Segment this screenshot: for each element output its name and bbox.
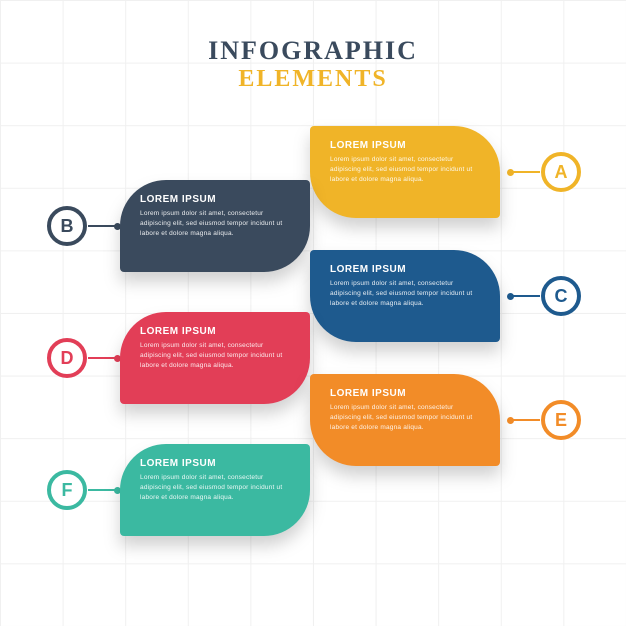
card-title: LOREM IPSUM bbox=[330, 140, 484, 151]
card-title: LOREM IPSUM bbox=[330, 388, 484, 399]
badge-f: F bbox=[47, 470, 87, 510]
connector-f bbox=[88, 489, 118, 491]
connector-b bbox=[88, 225, 118, 227]
card-c: LOREM IPSUM Lorem ipsum dolor sit amet, c… bbox=[310, 250, 500, 342]
card-body: Lorem ipsum dolor sit amet, consectetur … bbox=[140, 473, 294, 502]
connector-c bbox=[510, 295, 540, 297]
card-f: LOREM IPSUM Lorem ipsum dolor sit amet, c… bbox=[120, 444, 310, 536]
header: INFOGRAPHIC ELEMENTS bbox=[0, 0, 626, 93]
card-d: LOREM IPSUM Lorem ipsum dolor sit amet, c… bbox=[120, 312, 310, 404]
connector-dot-c bbox=[507, 293, 514, 300]
badge-d: D bbox=[47, 338, 87, 378]
card-b: LOREM IPSUM Lorem ipsum dolor sit amet, c… bbox=[120, 180, 310, 272]
card-body: Lorem ipsum dolor sit amet, consectetur … bbox=[330, 403, 484, 432]
header-line1: INFOGRAPHIC bbox=[0, 36, 626, 66]
card-body: Lorem ipsum dolor sit amet, consectetur … bbox=[140, 209, 294, 238]
connector-d bbox=[88, 357, 118, 359]
badge-e: E bbox=[541, 400, 581, 440]
connector-e bbox=[510, 419, 540, 421]
badge-letter: D bbox=[61, 348, 74, 369]
connector-a bbox=[510, 171, 540, 173]
badge-b: B bbox=[47, 206, 87, 246]
connector-dot-e bbox=[507, 417, 514, 424]
card-a: LOREM IPSUM Lorem ipsum dolor sit amet, c… bbox=[310, 126, 500, 218]
card-title: LOREM IPSUM bbox=[140, 326, 294, 337]
badge-letter: B bbox=[61, 216, 74, 237]
card-title: LOREM IPSUM bbox=[140, 194, 294, 205]
card-e: LOREM IPSUM Lorem ipsum dolor sit amet, c… bbox=[310, 374, 500, 466]
connector-dot-a bbox=[507, 169, 514, 176]
badge-c: C bbox=[541, 276, 581, 316]
badge-a: A bbox=[541, 152, 581, 192]
card-title: LOREM IPSUM bbox=[140, 458, 294, 469]
badge-letter: F bbox=[62, 480, 73, 501]
badge-letter: A bbox=[555, 162, 568, 183]
card-title: LOREM IPSUM bbox=[330, 264, 484, 275]
card-body: Lorem ipsum dolor sit amet, consectetur … bbox=[330, 155, 484, 184]
badge-letter: C bbox=[555, 286, 568, 307]
header-line2: ELEMENTS bbox=[0, 66, 626, 93]
card-body: Lorem ipsum dolor sit amet, consectetur … bbox=[330, 279, 484, 308]
badge-letter: E bbox=[555, 410, 567, 431]
card-body: Lorem ipsum dolor sit amet, consectetur … bbox=[140, 341, 294, 370]
